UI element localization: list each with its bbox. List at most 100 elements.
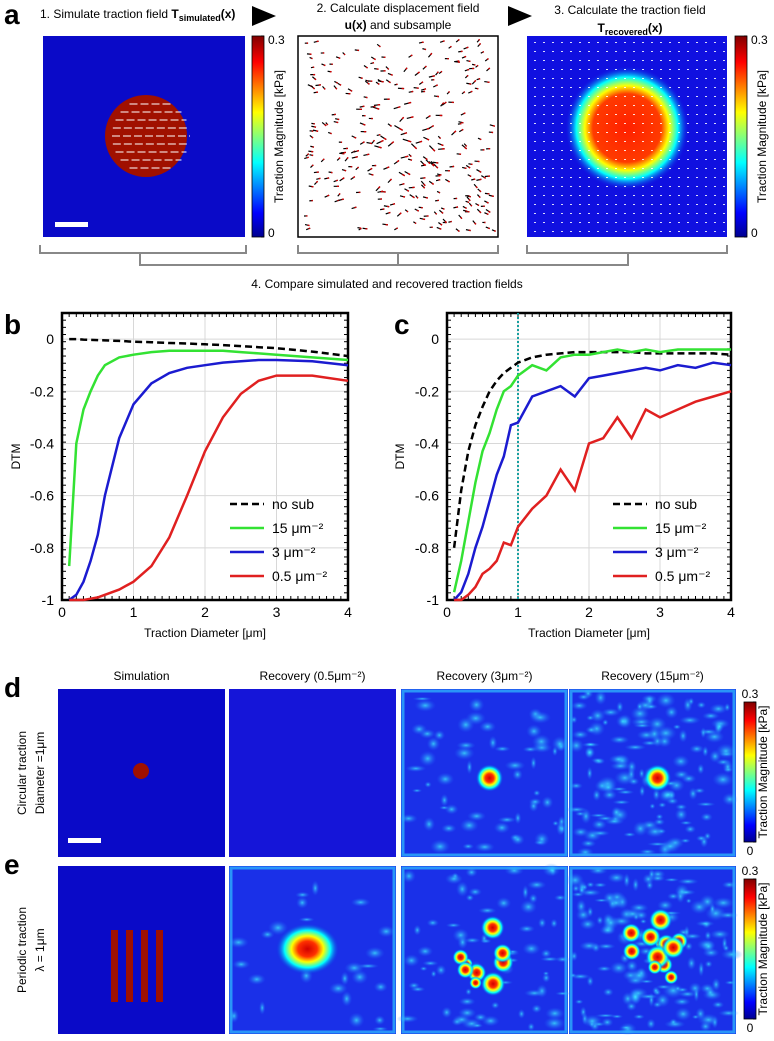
x-tick-label: 0 (443, 604, 451, 620)
speckle (555, 956, 570, 963)
step-title: 4. Compare simulated and recovered tract… (251, 277, 522, 291)
vector-dot (543, 78, 545, 79)
vector-dot (561, 123, 563, 124)
speckle (557, 815, 566, 828)
displacement-tip (356, 149, 360, 152)
speckle (311, 880, 320, 896)
vector-dot (723, 78, 725, 79)
bracket (39, 245, 728, 266)
displacement-tip (399, 212, 402, 215)
vector-dot (606, 96, 608, 97)
series-line (69, 374, 349, 602)
vector-dot (561, 159, 563, 160)
vector-dot (570, 168, 572, 169)
speckle (674, 1007, 692, 1021)
vector-dot (597, 231, 599, 232)
speckle (419, 966, 428, 972)
speckle (582, 1014, 603, 1028)
speckle (656, 692, 676, 709)
speckle (628, 989, 643, 1005)
speckle (465, 867, 478, 878)
speckle (258, 1000, 266, 1015)
x-tick-label: 3 (273, 604, 281, 620)
displacement-tip (388, 211, 391, 214)
vector-dot (678, 78, 680, 79)
vector-dot (552, 141, 554, 142)
vector-dot (570, 105, 572, 106)
vector-dot (651, 96, 653, 97)
displacement-tip (435, 212, 438, 215)
displacement-tip (431, 182, 434, 185)
displacement-tip (327, 194, 330, 197)
speckle (414, 699, 437, 712)
speckle (607, 872, 626, 884)
vector-dot (687, 60, 689, 61)
vector-dot (597, 141, 599, 142)
vector-dot (579, 231, 581, 232)
vector-dot (570, 204, 572, 205)
edge-artifact (569, 689, 736, 857)
step-title: 2. Calculate displacement field (317, 1, 480, 15)
vector-dot (597, 204, 599, 205)
vector-dot (660, 42, 662, 43)
vector-dot (561, 87, 563, 88)
vector-dot (651, 42, 653, 43)
displacement-tip (432, 163, 435, 166)
displacement-tip (389, 178, 392, 181)
vector-dot (642, 105, 644, 106)
vector-dot (687, 114, 689, 115)
vector-dot (660, 105, 662, 106)
speckle (529, 711, 552, 724)
displacement-tip (423, 88, 427, 91)
vector-dot (705, 204, 707, 205)
hotspot (275, 923, 340, 975)
displacement-tip (387, 67, 390, 70)
vector-dot (615, 195, 617, 196)
displacement-tip (326, 123, 329, 126)
y-tick-label: -0.8 (415, 540, 439, 556)
speckle (468, 697, 485, 713)
recovered-field (565, 66, 689, 190)
vector-dot (579, 150, 581, 151)
speckle (441, 1006, 453, 1019)
displacement-image (297, 35, 499, 238)
vector-dot (642, 195, 644, 196)
vector-dot (651, 87, 653, 88)
vector-dot (669, 195, 671, 196)
vector-dot (678, 195, 680, 196)
speckle (493, 821, 511, 834)
y-tick-label: -0.8 (30, 540, 54, 556)
displacement-tip (362, 123, 366, 126)
vector-dot (579, 213, 581, 214)
hotspot (469, 976, 483, 990)
traction-stripe (126, 930, 133, 1002)
vector-dot (588, 150, 590, 151)
hotspot (661, 935, 685, 960)
vector-dot (678, 168, 680, 169)
vector-dot (534, 69, 536, 70)
vector-dot (678, 114, 680, 115)
vector-dot (588, 222, 590, 223)
speckle (411, 788, 423, 793)
vector-dot (597, 177, 599, 178)
column-header: Simulation (113, 669, 169, 683)
speckle (550, 918, 558, 929)
speckle (596, 943, 616, 950)
vector-dot (651, 177, 653, 178)
displacement-tip (402, 173, 406, 177)
displacement-tip (444, 101, 447, 104)
step-subscript: simulated (179, 13, 221, 23)
displacement-tip (378, 146, 382, 149)
traction-stripe (141, 930, 148, 1002)
vector-dot (606, 141, 608, 142)
hotspot (492, 943, 513, 964)
displacement-tip (388, 80, 391, 84)
displacement-tip (476, 64, 479, 67)
vector-dot (606, 231, 608, 232)
vector-dot (696, 231, 698, 232)
vector-dot (597, 159, 599, 160)
vector-dot (597, 132, 599, 133)
speckle (630, 706, 650, 722)
speckle (712, 896, 735, 909)
displacement-tip (405, 155, 409, 158)
